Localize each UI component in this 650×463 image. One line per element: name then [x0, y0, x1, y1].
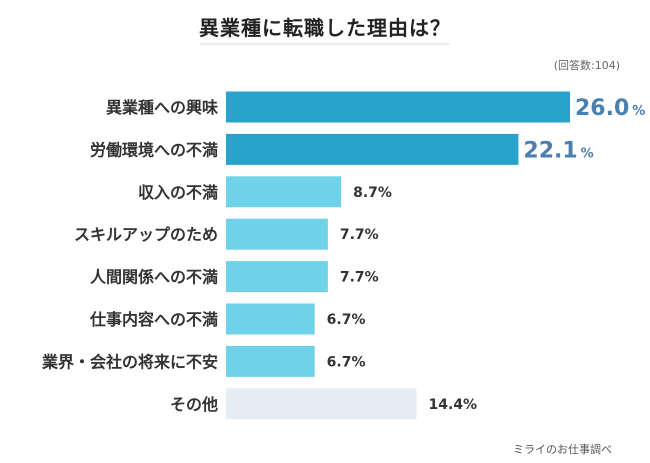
category-label: スキルアップのため: [74, 225, 218, 244]
bar: [226, 91, 570, 123]
bar: [226, 388, 417, 420]
bar: [226, 218, 328, 250]
category-label: 異業種への興味: [106, 98, 218, 117]
category-label: 人間関係への不満: [90, 268, 218, 287]
value-label: 7.7%: [340, 227, 379, 243]
value-label: 7.7%: [340, 270, 379, 286]
bar: [226, 133, 519, 165]
bar: [226, 176, 342, 208]
value-label: 26.0%: [575, 96, 645, 121]
category-label: その他: [170, 395, 218, 414]
category-label: 仕事内容への不満: [89, 310, 218, 329]
title-underline: [200, 43, 450, 45]
chart-title: 異業種に転職した理由は？: [199, 16, 451, 40]
source-note: ミライのお仕事調べ: [513, 443, 612, 456]
respondent-count-note: (回答数:104): [553, 59, 620, 72]
value-label: 14.4%: [429, 397, 478, 413]
category-label: 労働環境への不満: [90, 140, 218, 159]
value-label: 22.1%: [523, 138, 593, 163]
category-label: 収入の不満: [138, 183, 218, 202]
bar: [226, 303, 315, 335]
bar-chart: 異業種への興味 26.0 % 労働環境への不満 22.1 % 収入の不満 8.7% スキルアップ…: [41, 91, 645, 420]
value-label: 6.7%: [327, 312, 366, 328]
bar: [226, 261, 328, 293]
value-label: 6.7%: [327, 354, 366, 370]
value-label: 8.7%: [353, 185, 392, 201]
category-label: 業界・会社の将来に不安: [41, 352, 218, 371]
bar: [226, 345, 315, 377]
